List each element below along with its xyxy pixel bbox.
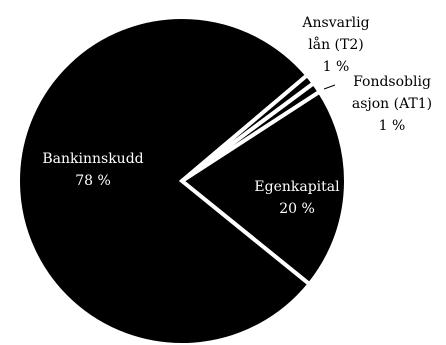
slice-value-egenkapital: 20 % — [279, 201, 315, 217]
slice-label-ansvarlig-lan-line2: lån (T2) — [308, 36, 363, 53]
slice-label-fondsobligasjon-line1: Fondsoblig — [353, 74, 431, 90]
slice-label-fondsobligasjon-line2: asjon (AT1) — [352, 96, 432, 112]
pie-slice-fondsobligasjon — [180, 80, 323, 183]
slice-label-ansvarlig-lan-line1: Ansvarlig — [301, 15, 369, 31]
slice-value-bankinnskudd: 78 % — [75, 173, 111, 189]
pie-slice-egenkapital — [178, 88, 348, 288]
slice-value-ansvarlig-lan: 1 % — [323, 59, 350, 75]
slice-label-egenkapital: Egenkapital — [254, 179, 340, 195]
slice-value-fondsobligasjon: 1 % — [379, 118, 406, 134]
slice-label-bankinnskudd: Bankinnskudd — [42, 151, 143, 167]
leader-line-fondsobligasjon — [323, 84, 336, 90]
pie-slice-bankinnskudd — [16, 15, 313, 345]
pie-slices — [16, 15, 348, 345]
